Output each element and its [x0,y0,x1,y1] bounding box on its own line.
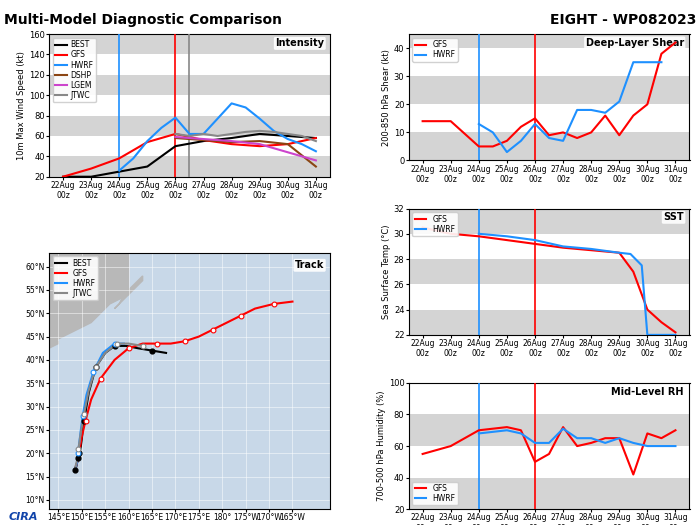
Point [235,311,246,320]
Text: Deep-Layer Shear: Deep-Layer Shear [586,38,684,48]
Point [109,342,120,350]
Point [74,449,85,457]
Bar [409,310,690,335]
Bar [49,75,330,95]
Bar [409,446,690,478]
Legend: GFS, HWRF: GFS, HWRF [412,38,458,61]
Point [77,412,88,420]
Bar [409,259,690,285]
Bar [49,95,330,116]
Text: CIRA: CIRA [8,512,38,522]
Polygon shape [0,351,42,402]
Point [73,444,84,453]
Polygon shape [35,337,58,355]
Point [72,449,83,457]
Y-axis label: 700-500 hPa Humidity (%): 700-500 hPa Humidity (%) [377,391,386,501]
Bar [49,55,330,75]
Bar [409,132,690,161]
Point [109,339,120,348]
Polygon shape [0,253,129,341]
Bar [409,478,690,509]
Legend: GFS, HWRF: GFS, HWRF [412,482,458,506]
Text: Multi-Model Diagnostic Comparison: Multi-Model Diagnostic Comparison [4,13,281,27]
Point [90,363,101,371]
Point [80,416,91,425]
Text: Intensity: Intensity [275,38,324,48]
Bar [409,76,690,104]
Y-axis label: 10m Max Wind Speed (kt): 10m Max Wind Speed (kt) [18,51,26,160]
Point [88,368,99,376]
Text: Track: Track [295,260,324,270]
Point [95,374,106,383]
Text: Mid-Level RH: Mid-Level RH [611,387,684,397]
Point [179,337,190,345]
Point [111,339,122,348]
Point [78,410,90,418]
Point [123,344,134,352]
Y-axis label: 200-850 hPa Shear (kt): 200-850 hPa Shear (kt) [382,49,391,146]
Polygon shape [115,276,143,309]
Point [207,326,218,334]
Point [90,363,101,371]
Bar [409,208,690,234]
Point [69,465,80,474]
Text: SST: SST [664,212,684,222]
Text: EIGHT - WP082023: EIGHT - WP082023 [550,13,696,27]
Point [268,300,279,308]
Bar [409,285,690,310]
Legend: BEST, GFS, HWRF, DSHP, LGEM, JTWC: BEST, GFS, HWRF, DSHP, LGEM, JTWC [52,38,96,102]
Bar [409,234,690,259]
Bar [409,48,690,76]
Bar [49,116,330,136]
Point [78,416,90,425]
Bar [409,414,690,446]
Point [137,342,148,350]
Point [146,346,158,355]
Legend: BEST, GFS, HWRF, JTWC: BEST, GFS, HWRF, JTWC [52,256,98,300]
Legend: GFS, HWRF: GFS, HWRF [412,212,458,236]
Point [151,339,162,348]
Bar [49,136,330,156]
Y-axis label: Sea Surface Temp (°C): Sea Surface Temp (°C) [382,225,391,319]
Bar [409,104,690,132]
Point [73,454,84,462]
Bar [409,383,690,414]
Bar [409,34,690,48]
Bar [49,156,330,177]
Bar [49,34,330,55]
